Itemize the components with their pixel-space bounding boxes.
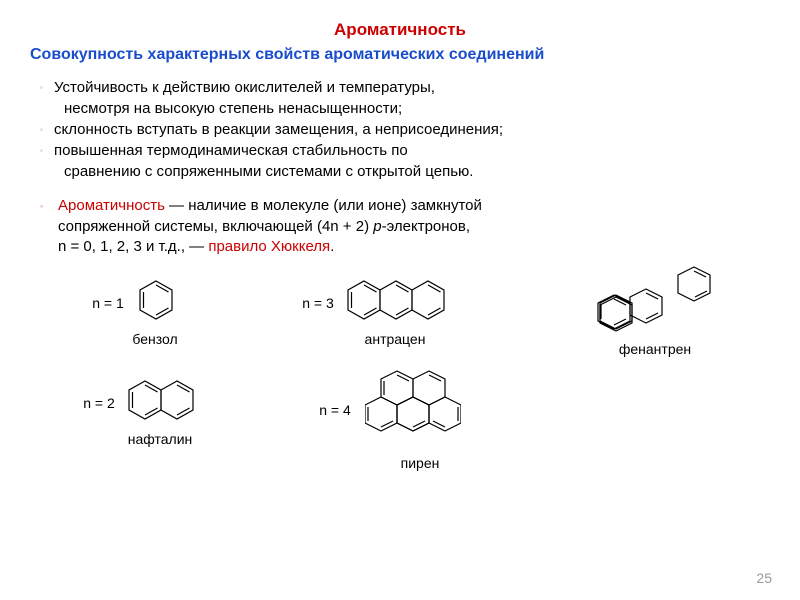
molecule-name: нафталин bbox=[100, 431, 220, 447]
bullet-text: несмотря на высокую степень ненасыщеннос… bbox=[64, 99, 770, 119]
n-label: n = 3 bbox=[302, 295, 334, 311]
pyrene-structure bbox=[365, 367, 461, 454]
bullet-text: Устойчивость к действию окислителей и те… bbox=[54, 78, 435, 98]
definition-block: ◦ Ароматичность — наличие в молекуле (ил… bbox=[40, 196, 770, 257]
molecule-naphthalene: n = 2 нафталин bbox=[60, 377, 220, 447]
anthracene-structure bbox=[344, 277, 448, 330]
definition-text: n = 0, 1, 2, 3 и т.д., — правило Хюккеля… bbox=[58, 237, 770, 257]
definition-text: сопряженной системы, включающей (4n + 2)… bbox=[58, 217, 770, 237]
bullet-mark: ◦ bbox=[40, 78, 54, 98]
naphthalene-structure bbox=[125, 377, 197, 430]
slide-subtitle: Совокупность характерных свойств аромати… bbox=[30, 46, 770, 64]
molecules-region: n = 1 бензол n = 2 bbox=[30, 277, 770, 537]
molecule-name: антрацен bbox=[310, 331, 480, 347]
molecule-name: бензол bbox=[110, 331, 200, 347]
molecule-name: фенантрен bbox=[570, 341, 740, 357]
molecule-name: пирен bbox=[340, 455, 500, 471]
molecule-anthracene: n = 3 антрацен bbox=[270, 277, 480, 347]
phenanthrene-structure bbox=[596, 257, 714, 340]
bullet-item: ◦ Устойчивость к действию окислителей и … bbox=[40, 78, 770, 98]
molecule-benzene: n = 1 бензол bbox=[70, 277, 200, 347]
page-number: 25 bbox=[756, 570, 772, 586]
bullet-text: сравнению с сопряженными системами с отк… bbox=[64, 162, 770, 182]
benzene-structure bbox=[134, 277, 178, 330]
bullet-text: склонность вступать в реакции замещения,… bbox=[54, 120, 503, 140]
bullet-mark: ◦ bbox=[40, 141, 54, 161]
molecule-phenanthrene: фенантрен bbox=[570, 257, 740, 357]
bullet-text: повышенная термодинамическая стабильност… bbox=[54, 141, 408, 161]
bullet-item: ◦ склонность вступать в реакции замещени… bbox=[40, 120, 770, 140]
n-label: n = 4 bbox=[319, 402, 351, 418]
definition-text: Ароматичность — наличие в молекуле (или … bbox=[58, 196, 482, 216]
molecule-pyrene: n = 4 bbox=[280, 367, 500, 471]
bullet-item: ◦ повышенная термодинамическая стабильно… bbox=[40, 141, 770, 161]
term: Ароматичность bbox=[58, 197, 165, 214]
bullet-mark: ◦ bbox=[40, 120, 54, 140]
n-label: n = 2 bbox=[83, 395, 115, 411]
n-label: n = 1 bbox=[92, 295, 124, 311]
bullet-list: ◦ Устойчивость к действию окислителей и … bbox=[40, 78, 770, 182]
bullet-mark: ◦ bbox=[40, 196, 58, 216]
slide-title: Ароматичность bbox=[30, 20, 770, 40]
rule: правило Хюккеля bbox=[208, 238, 330, 255]
